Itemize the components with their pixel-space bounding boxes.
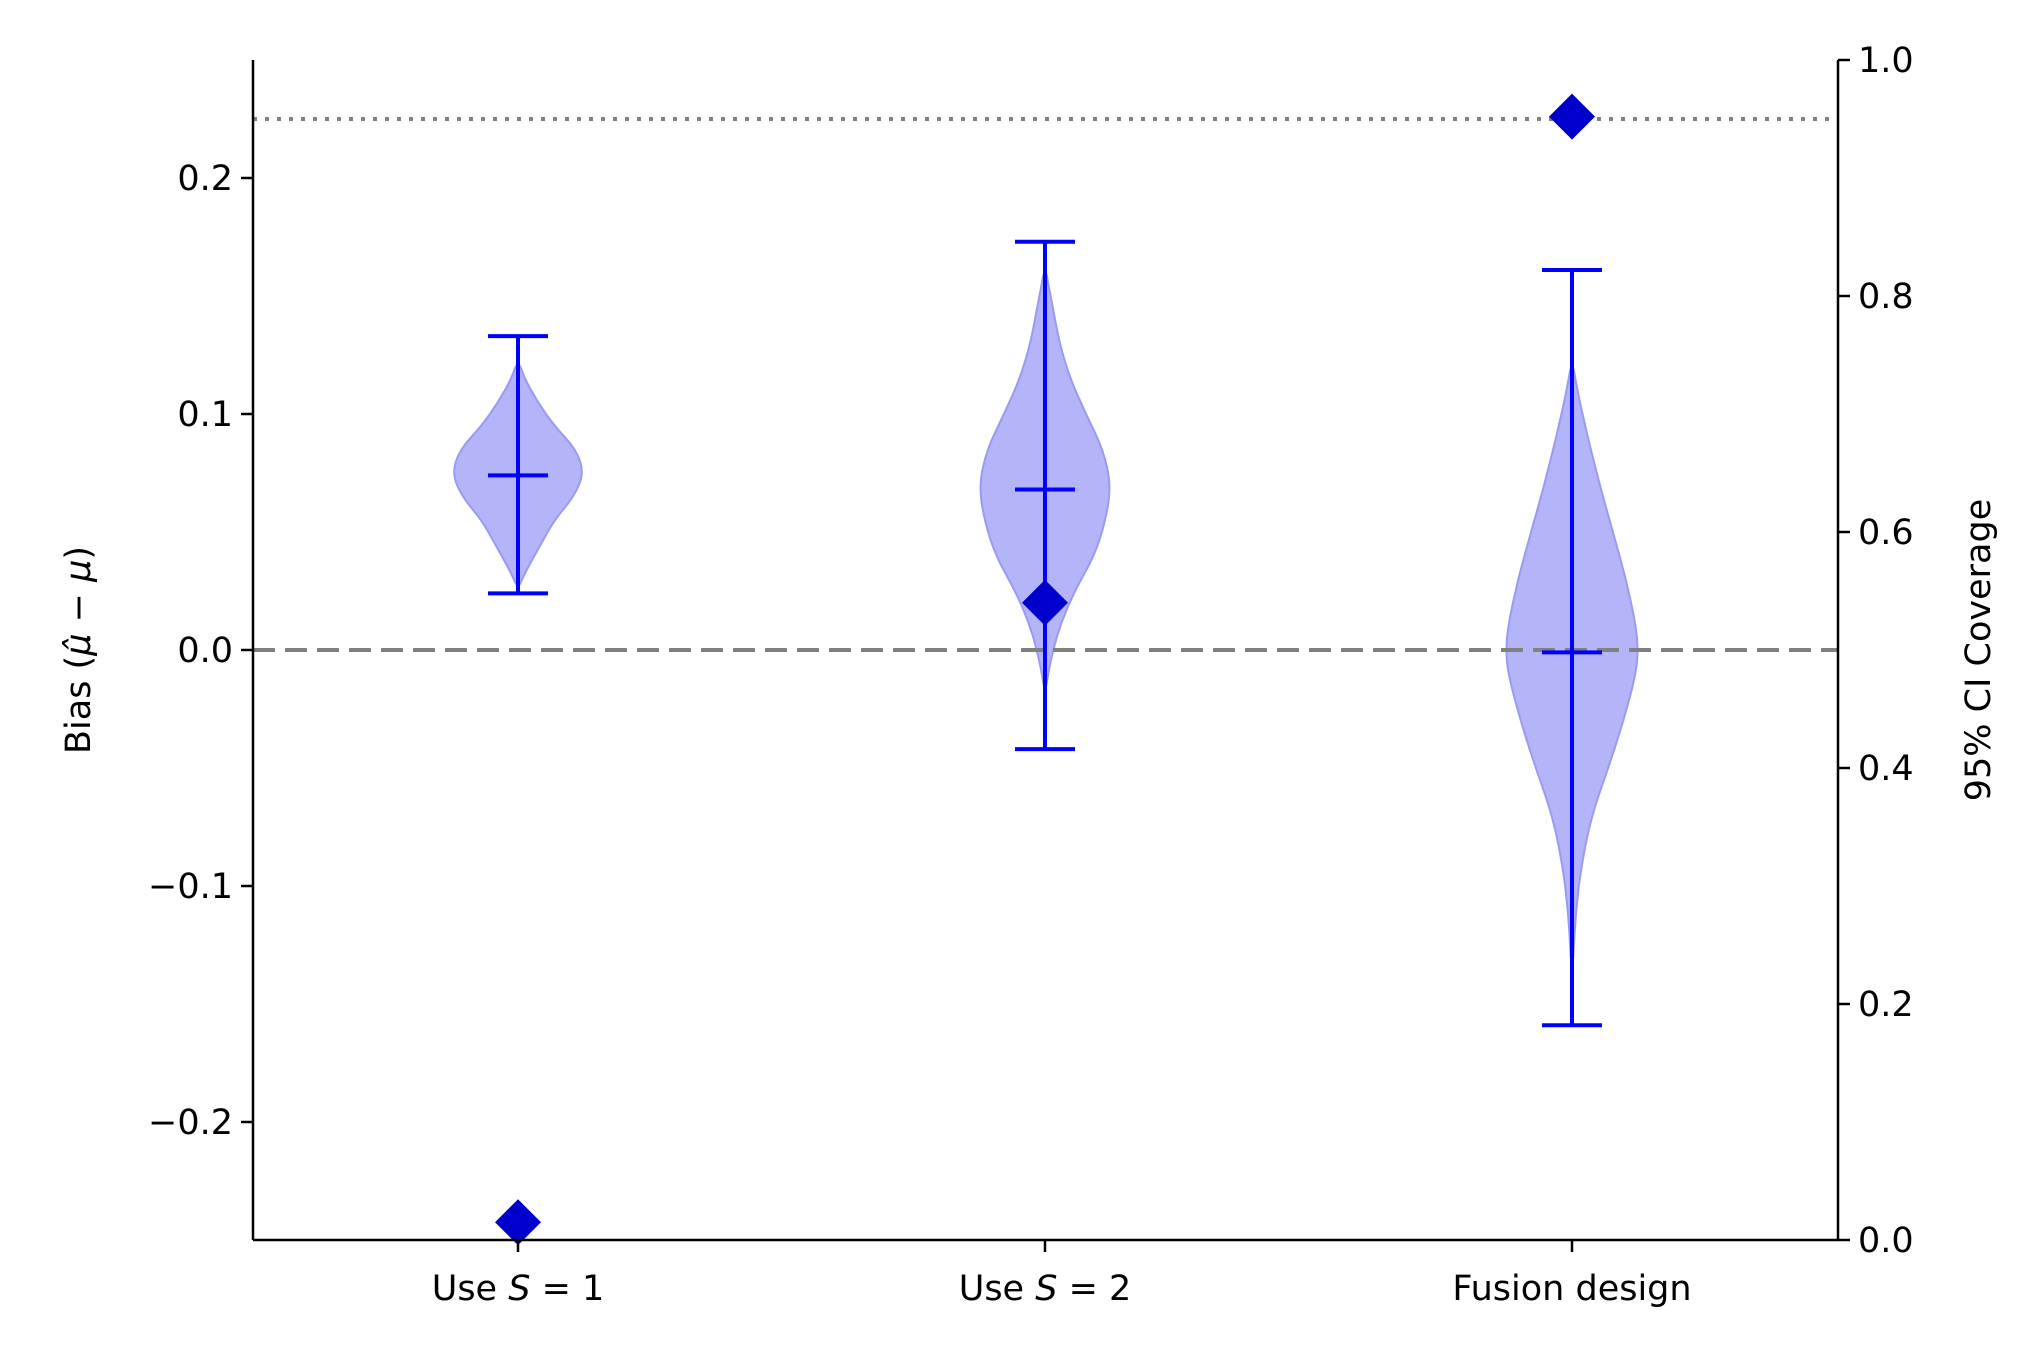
x-tick-label: Fusion design	[1452, 1269, 1691, 1309]
left-tick-label: −0.1	[148, 867, 233, 907]
x-tick-label: Use S = 1	[432, 1269, 605, 1309]
right-tick-label: 1.0	[1858, 41, 1914, 81]
right-tick-label: 0.2	[1858, 985, 1914, 1025]
left-axis-title: Bias (μ̂ − μ)	[59, 546, 99, 754]
right-tick-label: 0.8	[1858, 277, 1914, 317]
left-tick-label: 0.1	[177, 395, 233, 435]
coverage-marker-1	[495, 1199, 541, 1246]
coverage-marker-3	[1549, 93, 1595, 140]
left-tick-label: 0.2	[177, 159, 233, 199]
right-tick-label: 0.6	[1858, 513, 1914, 553]
left-tick-label: −0.2	[148, 1103, 233, 1143]
right-axis-title: 95% CI Coverage	[1959, 499, 1999, 802]
left-tick-label: 0.0	[177, 631, 233, 671]
x-tick-label: Use S = 2	[959, 1269, 1132, 1309]
right-tick-label: 0.0	[1858, 1221, 1914, 1261]
coverage-marker-2	[1022, 579, 1068, 626]
right-tick-label: 0.4	[1858, 749, 1914, 789]
